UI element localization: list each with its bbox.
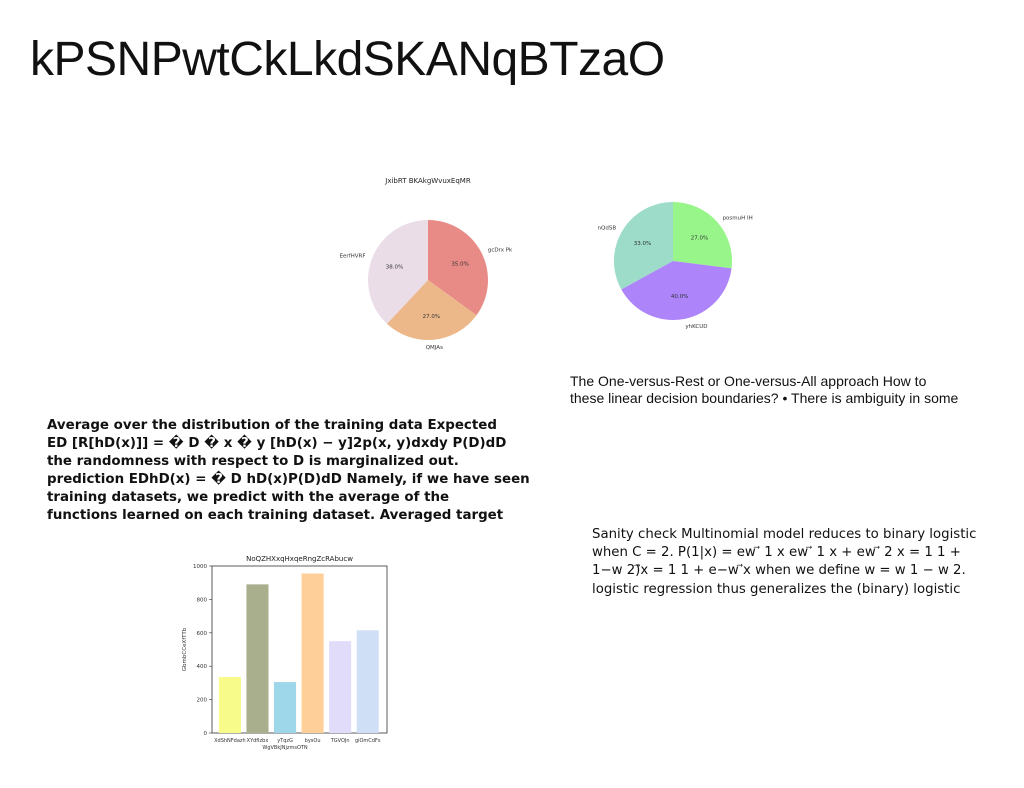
chart-title: NoQZHXxqHxqeRngZcRAbucw xyxy=(246,555,353,563)
x-tick-label: WgVBkJNjzmsOTN xyxy=(262,745,308,751)
pie-category-label: nQdSB xyxy=(598,225,617,231)
pie-slice xyxy=(673,202,732,269)
x-tick-label: yTqzG xyxy=(277,738,293,744)
pie-category-label: EerfHVRF xyxy=(340,253,366,259)
pie-category-label: posmuH IH xyxy=(723,215,753,221)
pie-chart-1: JxibRT BKAkgWvuxEqMR 35.0% gcDrx Pk 27.0% QM… xyxy=(330,168,530,383)
text-line: the randomness with respect to D is marg… xyxy=(47,454,459,470)
chart-title: JxibRT BKAkgWvuxEqMR xyxy=(384,177,471,185)
text-line: when C = 2. P(1|x) = ew ⃗ 1 x ew ⃗ 1 x +… xyxy=(592,545,961,561)
y-tick-label: 1000 xyxy=(193,564,207,570)
text-line: The One-versus-Rest or One-versus-All ap… xyxy=(570,373,927,389)
y-tick-label: 0 xyxy=(204,731,208,737)
pie-category-label: yhKCUD xyxy=(685,324,707,330)
bar xyxy=(274,682,297,733)
pie-slice xyxy=(428,220,488,316)
pie-slice xyxy=(368,220,428,324)
bar xyxy=(246,584,269,733)
pie-chart-2-svg: 27.0% posmuH IH 40.0% yhKCUD 33.0% nQdSB xyxy=(598,202,753,330)
bar xyxy=(218,677,241,733)
y-tick-label: 800 xyxy=(197,597,208,603)
text-line: functions learned on each training datas… xyxy=(47,508,504,524)
y-tick-label: 600 xyxy=(197,631,208,637)
text-line: ED [R[hD(x)]] = � D � x � y [hD(x) − y]2… xyxy=(47,436,507,452)
bar xyxy=(301,573,324,733)
text-line: Average over the distribution of the tra… xyxy=(47,418,497,433)
pie-pct-label: 27.0% xyxy=(691,236,708,242)
y-tick-label: 400 xyxy=(197,664,208,670)
text-line: 1−w 2)⃗x = 1 1 + e−w ⃗x when we define w… xyxy=(592,563,966,579)
text-line: prediction EDhD(x) = � D hD(x)P(D)dD Nam… xyxy=(47,472,530,488)
text-line: training datasets, we predict with the a… xyxy=(47,490,450,506)
y-tick-label: 200 xyxy=(197,698,208,704)
x-tick-label: TGVOJn xyxy=(330,738,350,744)
pie-category-label: QMJAs xyxy=(426,345,443,351)
text-block-ovr: The One-versus-Rest or One-versus-All ap… xyxy=(570,373,1020,407)
pie-category-label: gcDrx Pk xyxy=(488,247,513,253)
pie-pct-label: 33.0% xyxy=(634,241,651,247)
text-line: Sanity check Multinomial model reduces t… xyxy=(592,527,977,542)
x-tick-label: bysOu xyxy=(305,738,321,744)
x-tick-label: XYdfIzbx xyxy=(247,738,269,744)
pie-slice xyxy=(614,202,673,290)
pie-chart-1-svg: JxibRT BKAkgWvuxEqMR 35.0% gcDrx Pk 27.0% QM… xyxy=(340,177,513,351)
pie-slice xyxy=(621,261,732,320)
bar-chart: NoQZHXxqHxqeRngZcRAbucw 0 200 400 600 800 1000… xyxy=(170,548,400,758)
pie-pct-label: 27.0% xyxy=(423,314,440,320)
pie-slice xyxy=(386,280,477,340)
x-tick-label: XdShNFdazh xyxy=(214,738,246,744)
pie-chart-2: 27.0% posmuH IH 40.0% yhKCUD 33.0% nQdSB xyxy=(590,180,765,350)
bar xyxy=(329,641,352,733)
pie-pct-label: 35.0% xyxy=(451,262,468,268)
slide-title: kPSNPwtCkLkdSKANqBTzaO xyxy=(30,33,665,86)
text-line: these linear decision boundaries? • Ther… xyxy=(570,390,959,406)
y-axis-label: GbmbCCeXfTTb xyxy=(182,627,188,671)
x-tick-label: giOmCdFs xyxy=(355,738,381,744)
plot-frame xyxy=(211,565,388,734)
pie-pct-label: 38.0% xyxy=(386,265,403,271)
text-block-sanity-check: Sanity check Multinomial model reduces t… xyxy=(592,526,1017,599)
bar xyxy=(356,630,379,733)
text-block-expected: Average over the distribution of the tra… xyxy=(47,417,547,526)
bar-chart-svg: NoQZHXxqHxqeRngZcRAbucw 0 200 400 600 800 1000… xyxy=(182,555,388,751)
pie-pct-label: 40.0% xyxy=(671,294,688,300)
text-line: logistic regression thus generalizes the… xyxy=(592,581,961,597)
